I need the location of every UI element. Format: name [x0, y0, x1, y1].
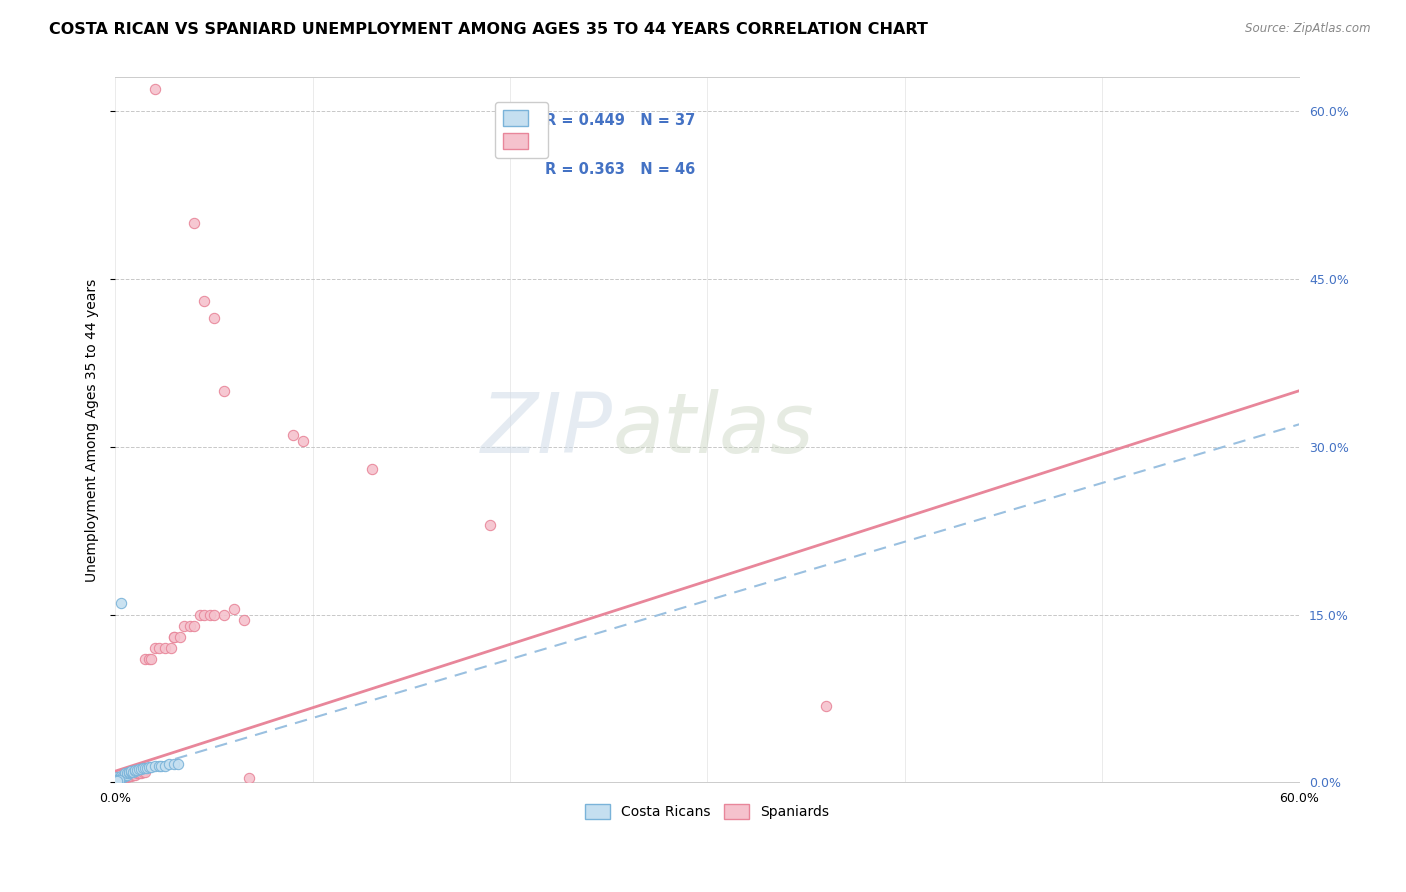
Point — [143, 758, 166, 772]
Text: R = 0.449   N = 37: R = 0.449 N = 37 — [546, 112, 696, 128]
Point — [120, 769, 142, 783]
Point — [114, 766, 136, 780]
Point — [157, 757, 180, 772]
Point — [110, 770, 132, 784]
Point — [179, 618, 201, 632]
Point — [138, 652, 160, 666]
Point — [159, 641, 181, 656]
Point — [118, 766, 141, 780]
Point — [128, 762, 150, 776]
Point — [112, 769, 135, 783]
Point — [198, 607, 221, 622]
Point — [153, 758, 176, 772]
Point — [212, 607, 235, 622]
Point — [360, 462, 382, 476]
Point — [122, 767, 145, 781]
Point — [169, 630, 191, 644]
Text: R = 0.363   N = 46: R = 0.363 N = 46 — [546, 162, 696, 177]
Point — [110, 596, 132, 610]
Point — [238, 771, 260, 785]
Point — [108, 771, 131, 785]
Point — [122, 765, 145, 780]
Point — [148, 641, 170, 656]
Point — [193, 607, 215, 622]
Text: COSTA RICAN VS SPANIARD UNEMPLOYMENT AMONG AGES 35 TO 44 YEARS CORRELATION CHART: COSTA RICAN VS SPANIARD UNEMPLOYMENT AMO… — [49, 22, 928, 37]
Point — [188, 607, 211, 622]
Point — [125, 766, 148, 780]
Point — [118, 769, 141, 783]
Point — [108, 773, 131, 788]
Point — [105, 774, 128, 789]
Point — [110, 769, 132, 783]
Point — [163, 630, 186, 644]
Point — [148, 758, 170, 772]
Point — [125, 763, 148, 777]
Point — [814, 699, 837, 714]
Point — [115, 767, 138, 781]
Point — [124, 767, 146, 781]
Point — [193, 294, 215, 309]
Text: Source: ZipAtlas.com: Source: ZipAtlas.com — [1246, 22, 1371, 36]
Point — [163, 630, 186, 644]
Point — [143, 641, 166, 656]
Point — [110, 770, 132, 784]
Point — [134, 765, 156, 780]
Point — [222, 602, 245, 616]
Point — [120, 764, 142, 779]
Text: atlas: atlas — [613, 390, 814, 470]
Point — [112, 769, 135, 783]
Point — [120, 765, 142, 780]
Point — [129, 766, 152, 780]
Point — [129, 762, 152, 776]
Point — [143, 81, 166, 95]
Y-axis label: Unemployment Among Ages 35 to 44 years: Unemployment Among Ages 35 to 44 years — [86, 278, 100, 582]
Point — [120, 766, 142, 780]
Point — [114, 769, 136, 783]
Point — [291, 434, 314, 448]
Point — [167, 757, 190, 772]
Point — [124, 763, 146, 777]
Point — [118, 765, 141, 780]
Point — [479, 518, 502, 533]
Point — [139, 652, 162, 666]
Point — [112, 770, 135, 784]
Point — [114, 767, 136, 781]
Point — [134, 761, 156, 775]
Point — [232, 613, 254, 627]
Point — [183, 216, 205, 230]
Point — [138, 760, 160, 774]
Point — [105, 770, 128, 784]
Point — [183, 618, 205, 632]
Point — [163, 757, 186, 772]
Point — [139, 760, 162, 774]
Point — [135, 761, 157, 775]
Point — [132, 761, 155, 775]
Point — [128, 766, 150, 780]
Point — [115, 770, 138, 784]
Legend: Costa Ricans, Spaniards: Costa Ricans, Spaniards — [579, 799, 835, 825]
Point — [132, 765, 155, 780]
Point — [114, 770, 136, 784]
Point — [115, 766, 138, 780]
Point — [173, 618, 195, 632]
Point — [134, 652, 156, 666]
Point — [149, 758, 172, 772]
Point — [212, 384, 235, 398]
Point — [281, 428, 304, 442]
Point — [105, 773, 128, 788]
Point — [153, 641, 176, 656]
Point — [202, 311, 225, 326]
Point — [108, 770, 131, 784]
Point — [202, 607, 225, 622]
Text: ZIP: ZIP — [481, 390, 613, 470]
Point — [124, 764, 146, 779]
